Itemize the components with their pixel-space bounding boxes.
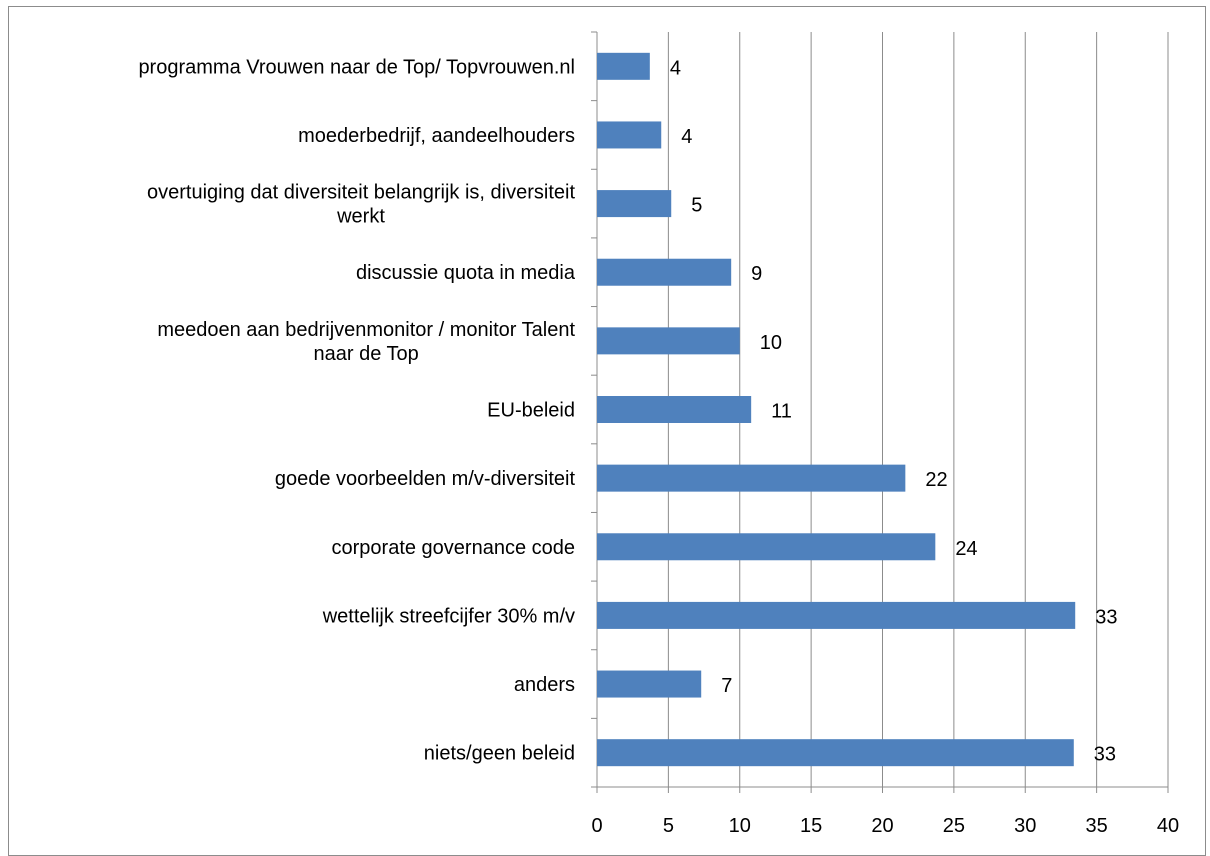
x-tick-label: 30 [1014, 815, 1036, 837]
category-label: corporate governance code [332, 537, 576, 559]
bar [597, 739, 1074, 767]
bars [597, 52, 1076, 767]
category-label: programma Vrouwen naar de Top/ Topvrouwe… [138, 56, 575, 78]
category-label: niets/geen beleid [424, 743, 575, 765]
category-label-line: goede voorbeelden m/v-diversiteit [275, 468, 576, 490]
category-label-line: EU-beleid [487, 400, 575, 422]
bar [597, 52, 650, 80]
bar [597, 670, 702, 698]
data-label: 11 [771, 401, 792, 423]
x-tick-label: 40 [1157, 815, 1179, 837]
category-label: wettelijk streefcijfer 30% m/v [322, 605, 575, 627]
category-label-line: meedoen aan bedrijvenmonitor / monitor T… [157, 319, 575, 341]
category-label: discussie quota in media [356, 262, 576, 284]
data-label: 24 [955, 538, 977, 560]
data-label: 7 [721, 675, 732, 697]
category-label-line: anders [514, 674, 575, 696]
bar [597, 601, 1076, 629]
category-label: overtuiging dat diversiteit belangrijk i… [147, 182, 575, 228]
bar [597, 533, 936, 561]
bar [597, 121, 662, 149]
bar [597, 190, 672, 218]
data-label: 10 [760, 332, 782, 354]
labels: 0 5 10 15 20 25 30 35 40 programma Vrouwen naar d… [138, 56, 1179, 837]
category-label-line: wettelijk streefcijfer 30% m/v [322, 605, 575, 627]
bar [597, 396, 752, 423]
category-label: goede voorbeelden m/v-diversiteit [275, 468, 576, 490]
category-label: anders [514, 674, 575, 696]
category-label: meedoen aan bedrijvenmonitor / monitor T… [157, 319, 575, 365]
x-tick-label: 20 [871, 815, 893, 837]
x-tick-label: 35 [1086, 815, 1108, 837]
data-label: 33 [1094, 744, 1116, 766]
category-label-line: discussie quota in media [356, 262, 576, 284]
data-label: 5 [691, 195, 702, 217]
bar [597, 327, 740, 355]
gridlines [667, 32, 1169, 787]
x-tick-label: 25 [943, 815, 965, 837]
category-label-line: werkt [336, 206, 385, 228]
category-label: EU-beleid [487, 400, 575, 422]
x-tick-label: 10 [729, 815, 751, 837]
data-label: 4 [670, 57, 681, 79]
category-label-line: niets/geen beleid [424, 743, 575, 765]
category-label-line: programma Vrouwen naar de Top/ Topvrouwe… [138, 56, 575, 78]
data-label: 33 [1095, 606, 1117, 628]
x-tick-label: 0 [591, 815, 602, 837]
category-label-line: naar de Top [314, 343, 419, 365]
data-label: 22 [925, 469, 947, 491]
category-label-line: moederbedrijf, aandeelhouders [298, 125, 575, 147]
category-label: moederbedrijf, aandeelhouders [298, 125, 575, 147]
x-tick-label: 15 [800, 815, 822, 837]
data-label: 4 [681, 126, 692, 148]
data-label: 9 [751, 263, 762, 285]
bar [597, 258, 732, 286]
category-label-line: corporate governance code [332, 537, 576, 559]
bar [597, 464, 906, 492]
x-tick-label: 5 [663, 815, 674, 837]
category-label-line: overtuiging dat diversiteit belangrijk i… [147, 182, 575, 204]
